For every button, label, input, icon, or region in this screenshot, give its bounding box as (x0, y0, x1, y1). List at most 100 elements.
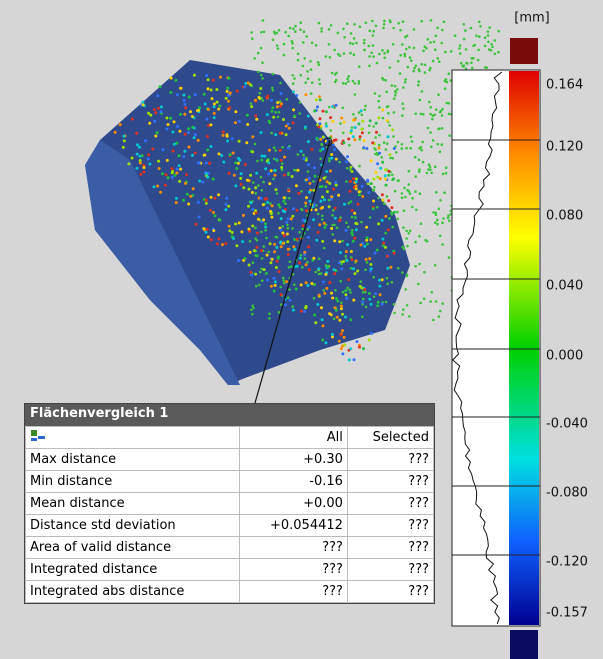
point (401, 271, 404, 274)
point (269, 261, 272, 264)
point (276, 159, 279, 162)
point (348, 144, 351, 147)
point (280, 293, 283, 296)
point (401, 196, 404, 199)
point (368, 132, 371, 135)
point (250, 105, 253, 108)
point (336, 316, 339, 319)
point (272, 178, 275, 181)
point (272, 116, 275, 119)
label-cell: Integrated distance (26, 559, 240, 581)
point (212, 79, 215, 82)
point (362, 347, 365, 350)
point (411, 140, 414, 143)
point (390, 206, 393, 209)
point (341, 329, 344, 332)
point (298, 231, 301, 234)
point (325, 170, 328, 173)
point (317, 213, 320, 216)
point (151, 148, 154, 151)
point (251, 135, 254, 138)
point (251, 37, 254, 40)
point (413, 47, 416, 50)
value-cell: ??? (347, 449, 433, 471)
point (443, 21, 446, 24)
point (270, 216, 273, 219)
point (139, 173, 142, 176)
point (299, 257, 302, 260)
point (401, 102, 404, 105)
point (442, 173, 445, 176)
point (266, 201, 269, 204)
point (283, 43, 286, 46)
point (254, 209, 257, 212)
point (206, 149, 209, 152)
point (281, 146, 284, 149)
point (344, 289, 347, 292)
point (379, 293, 382, 296)
point (487, 41, 490, 44)
point (397, 141, 400, 144)
point (300, 208, 303, 211)
point (333, 139, 336, 142)
point (265, 237, 268, 240)
point (259, 92, 262, 95)
point (293, 169, 296, 172)
point (314, 321, 317, 324)
point (384, 232, 387, 235)
point (436, 223, 439, 226)
point (344, 255, 347, 258)
point (322, 281, 325, 284)
point (346, 155, 349, 158)
point (359, 26, 362, 29)
point (321, 206, 324, 209)
point (264, 167, 267, 170)
point (287, 35, 290, 38)
point (376, 249, 379, 252)
point (350, 231, 353, 234)
point (254, 186, 257, 189)
point (159, 110, 162, 113)
point (387, 51, 390, 54)
point (268, 317, 271, 320)
point (217, 108, 220, 111)
point (171, 167, 174, 170)
point (399, 72, 402, 75)
point (328, 182, 331, 185)
point (178, 130, 181, 133)
point (297, 59, 300, 62)
icon[interactable] (30, 429, 46, 443)
point (228, 225, 231, 228)
point (252, 261, 255, 264)
point (308, 177, 311, 180)
point (311, 42, 314, 45)
point (295, 184, 298, 187)
point (156, 131, 159, 134)
point (331, 333, 334, 336)
point (127, 162, 130, 165)
value-cell: ??? (347, 493, 433, 515)
point (167, 123, 170, 126)
point (251, 208, 254, 211)
point (386, 282, 389, 285)
point (256, 232, 259, 235)
point (441, 243, 444, 246)
point (219, 219, 222, 222)
point (283, 234, 286, 237)
point (434, 166, 437, 169)
point (365, 226, 368, 229)
point (369, 30, 372, 33)
point (335, 158, 338, 161)
point (174, 79, 177, 82)
point (298, 262, 301, 265)
point (293, 77, 296, 80)
point (435, 35, 438, 38)
point (386, 119, 389, 122)
point (254, 99, 257, 102)
point (322, 110, 325, 113)
table-row: Integrated abs distance?????? (26, 581, 434, 603)
point (173, 143, 176, 146)
point (283, 156, 286, 159)
point (210, 89, 213, 92)
point (409, 230, 412, 233)
